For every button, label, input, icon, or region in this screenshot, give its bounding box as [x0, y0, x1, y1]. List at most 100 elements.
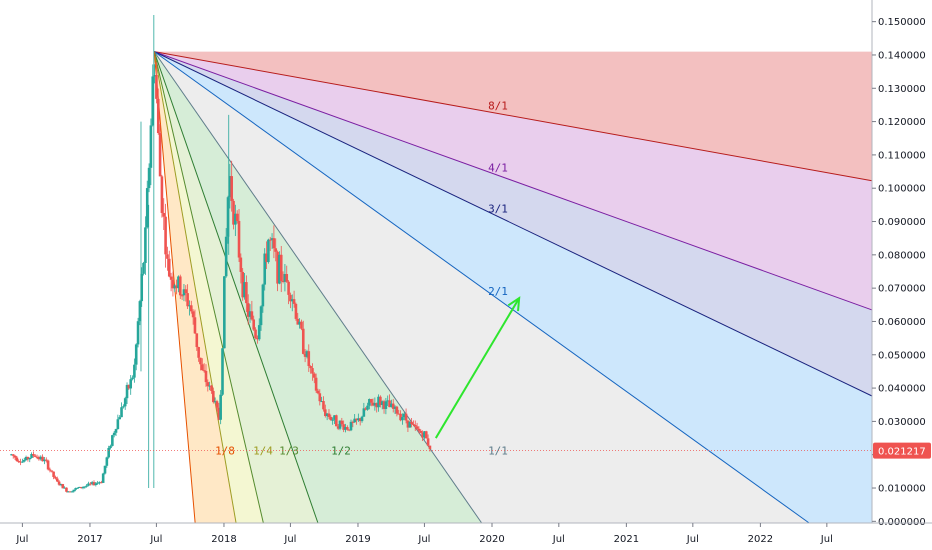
candle-body: [21, 461, 24, 463]
candle-body: [252, 319, 256, 330]
candle-body: [424, 431, 428, 439]
candle-body: [314, 377, 318, 391]
candle-body: [283, 274, 287, 282]
candle-body: [136, 321, 140, 345]
candle-body: [276, 251, 279, 284]
candle-body: [404, 413, 408, 421]
candle-body: [109, 445, 112, 448]
x-tick-label: 2019: [345, 534, 370, 545]
candle-body: [355, 418, 358, 421]
candle-body: [217, 407, 221, 420]
candle-body: [290, 299, 294, 302]
candle-body: [65, 487, 68, 492]
candle-body: [125, 384, 129, 399]
candle-body: [204, 370, 208, 383]
candle-body: [241, 271, 244, 298]
y-tick-label: 0.130000: [878, 84, 926, 95]
candle-body: [245, 282, 248, 304]
candle-body: [46, 460, 50, 470]
y-tick-label: 0.050000: [878, 350, 926, 361]
candle-body: [375, 403, 379, 408]
candle-body: [92, 482, 96, 486]
fan-label-1-2: 1/2: [331, 445, 351, 458]
candle-body: [353, 418, 356, 423]
candle-body: [167, 258, 171, 277]
candle-body: [151, 76, 155, 126]
candle-body: [98, 482, 101, 484]
candle-body: [100, 482, 103, 484]
fan-label-4-1: 4/1: [488, 161, 508, 174]
fan-line-4-1: [154, 51, 873, 311]
gann-fan-labels: 8/1 4/1 3/1 2/1 1/1 1/2 1/3 1/4 1/8: [215, 99, 508, 457]
candle-body: [369, 399, 373, 403]
candle-body: [267, 239, 270, 263]
candle-body: [362, 408, 366, 417]
candle-body: [311, 368, 314, 374]
fan-label-1-4: 1/4: [253, 445, 273, 458]
candle-body: [235, 213, 239, 221]
candle-body: [338, 420, 342, 429]
candle-body: [107, 447, 110, 458]
candle-body: [300, 321, 303, 329]
candle-body: [103, 465, 107, 474]
fan-label-8-1: 8/1: [488, 99, 508, 112]
fan-line-2-1: [153, 51, 810, 524]
x-tick-label: 2018: [211, 534, 236, 545]
candle-body: [90, 482, 94, 484]
x-tick-label: Jul: [283, 534, 296, 545]
candle-body: [256, 337, 259, 340]
y-tick-label: 0.080000: [878, 250, 926, 261]
candle-body: [169, 276, 173, 280]
candle-body: [120, 407, 123, 418]
candle-body: [158, 133, 162, 177]
candle-body: [215, 401, 219, 408]
candle-body: [147, 167, 151, 189]
candle-body: [162, 212, 166, 217]
fan-line-1-4: [153, 51, 237, 524]
candle-body: [11, 454, 15, 456]
candle-body: [347, 429, 351, 431]
candle-body: [129, 379, 133, 389]
candle-body: [351, 421, 355, 423]
candle-body: [134, 344, 138, 365]
candle-body: [144, 227, 147, 263]
candle-body: [219, 394, 222, 420]
candle-body: [19, 461, 22, 463]
candle-body: [274, 248, 278, 252]
candle-body: [318, 393, 322, 402]
candle-body: [114, 429, 118, 433]
x-axis[interactable]: Jul 2017 Jul 2018 Jul 2019 Jul 2020 Jul 2021 Jul 20…: [0, 522, 932, 545]
candle-body: [30, 454, 33, 458]
candle-body: [156, 98, 160, 134]
candle-body: [149, 125, 153, 168]
candle-body: [133, 364, 136, 378]
candle-body: [401, 417, 404, 421]
candle-body: [191, 311, 195, 318]
candle-body: [373, 403, 377, 406]
candle-body: [175, 285, 178, 289]
candle-body: [281, 280, 285, 282]
candles: [10, 14, 432, 493]
candle-body: [384, 401, 388, 409]
candle-body: [379, 396, 382, 405]
candle-body: [212, 390, 215, 403]
candle-body: [285, 274, 289, 282]
candle-body: [279, 254, 283, 281]
candle-body: [239, 257, 243, 272]
candle-body: [127, 384, 131, 389]
y-tick-label: 0.140000: [878, 50, 926, 61]
candle-body: [201, 364, 204, 371]
candle-body: [303, 353, 307, 357]
y-tick-label: 0.090000: [878, 217, 926, 228]
candle-body: [254, 329, 257, 338]
candle-body: [79, 486, 83, 488]
candle-body: [85, 485, 88, 487]
candle-body: [26, 457, 30, 460]
candle-body: [402, 413, 406, 418]
fan-label-3-1: 3/1: [488, 203, 508, 216]
candle-body: [173, 285, 177, 289]
candle-body: [342, 424, 345, 430]
candle-body: [333, 415, 336, 420]
x-tick-label: 2020: [479, 534, 504, 545]
